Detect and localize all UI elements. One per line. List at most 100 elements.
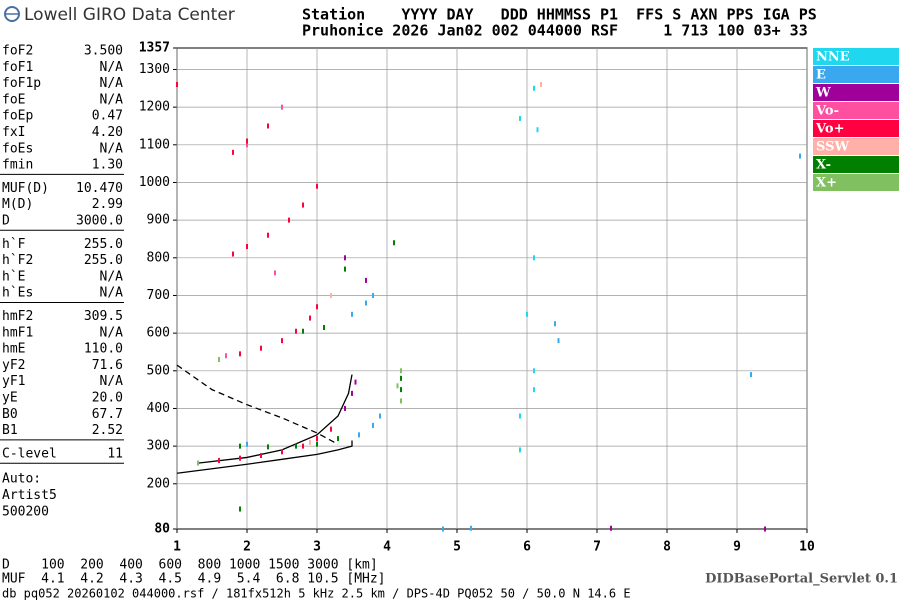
param-name: foEp — [2, 109, 33, 124]
param-value: N/A — [100, 286, 124, 301]
echo-point — [400, 375, 402, 381]
y-tick-label: 1357 — [139, 41, 170, 56]
echo-point — [330, 292, 332, 298]
param-name: MUF(D) — [2, 181, 49, 196]
legend-swatch — [813, 138, 899, 155]
echo-point — [358, 432, 360, 438]
param-name: hmF1 — [2, 325, 33, 340]
echo-point — [218, 357, 220, 363]
echo-point — [309, 315, 311, 321]
x-tick-label: 9 — [733, 540, 741, 555]
echo-point — [764, 526, 766, 532]
param-value: N/A — [100, 92, 124, 107]
param-name: hmF2 — [2, 309, 33, 324]
echo-point — [232, 251, 234, 257]
echo-point — [344, 405, 346, 411]
echo-point — [396, 383, 399, 389]
echo-point — [365, 300, 367, 306]
y-tick-label: 1300 — [139, 62, 170, 77]
param-value: 255.0 — [84, 253, 123, 268]
param-name: yE — [2, 391, 18, 406]
param-value: 71.6 — [92, 358, 123, 373]
legend-swatch — [813, 174, 899, 191]
param-name: fmin — [2, 158, 33, 173]
param-name: h`F2 — [2, 253, 33, 268]
param-value: 11 — [107, 446, 123, 461]
param-name: C-level — [2, 446, 57, 461]
echo-point — [519, 115, 521, 121]
y-tick-label: 500 — [147, 363, 170, 378]
echo-point — [197, 460, 199, 466]
param-value: N/A — [100, 141, 124, 156]
param-name: foF2 — [2, 44, 33, 59]
echo-point — [267, 232, 269, 238]
echo-point — [533, 255, 535, 261]
echo-point — [526, 311, 528, 317]
echo-point — [533, 387, 535, 393]
echo-point — [750, 372, 752, 378]
legend-label: Vo- — [815, 104, 839, 119]
param-name: h`E — [2, 269, 25, 284]
echo-point — [799, 153, 801, 159]
echo-point — [610, 525, 612, 531]
echo-point — [260, 345, 262, 351]
echo-point — [344, 255, 346, 261]
param-name: foF1p — [2, 76, 41, 91]
profile-curve — [197, 374, 353, 464]
echo-point — [540, 82, 542, 88]
legend-label: SSW — [816, 140, 849, 155]
echo-point — [281, 104, 283, 110]
x-tick-label: 6 — [523, 540, 531, 555]
logo — [4, 6, 20, 22]
param-name: B1 — [2, 423, 18, 438]
echo-point — [246, 138, 248, 144]
echo-point — [557, 338, 560, 344]
echo-point — [302, 443, 304, 449]
echo-point — [274, 270, 276, 276]
param-value: 255.0 — [84, 237, 123, 252]
echo-point — [232, 149, 234, 155]
y-tick-label: 1100 — [139, 137, 170, 152]
echo-point — [330, 426, 332, 432]
muf-row: MUF 4.1 4.2 4.3 4.5 4.9 5.4 6.8 10.5 [MH… — [2, 572, 386, 587]
echo-point — [302, 202, 304, 208]
param-name: h`Es — [2, 286, 33, 301]
echo-point — [316, 183, 318, 189]
header-line: Pruhonice 2026 Jan02 002 044000 RSF 1 71… — [302, 22, 808, 40]
auto-text: Artist5 — [2, 488, 57, 503]
param-value: 4.20 — [92, 125, 123, 140]
echo-point — [533, 85, 535, 91]
x-tick-label: 5 — [453, 540, 461, 555]
echo-point — [295, 328, 297, 334]
echo-point — [246, 142, 248, 148]
x-tick-label: 8 — [663, 540, 671, 555]
y-tick-label: 200 — [147, 476, 170, 491]
echo-point — [267, 444, 269, 450]
param-value: N/A — [100, 325, 124, 340]
y-tick-label: 1200 — [139, 100, 170, 115]
echo-point — [400, 398, 402, 404]
auto-text: Auto: — [2, 472, 41, 487]
y-tick-label: 800 — [147, 250, 170, 265]
echo-point — [218, 457, 220, 463]
echo-point — [533, 368, 535, 374]
echo-point — [225, 353, 227, 359]
param-name: D — [2, 214, 10, 229]
legend-label: E — [816, 68, 826, 83]
echo-point — [372, 422, 374, 428]
echo-point — [323, 324, 325, 330]
echo-point — [351, 311, 353, 317]
echo-point — [393, 240, 395, 246]
param-name: foEs — [2, 141, 33, 156]
echo-point — [554, 321, 556, 327]
echo-point — [379, 413, 381, 419]
param-value: 110.0 — [84, 342, 123, 357]
file-info: db pq052 20260102 044000.rsf / 181fx512h… — [2, 587, 631, 601]
d-row: D 100 200 400 600 800 1000 1500 3000 [km… — [2, 558, 378, 573]
profile-curve — [176, 364, 339, 445]
echo-point — [281, 449, 283, 455]
echo-point — [400, 368, 402, 374]
param-value: 10.470 — [76, 181, 123, 196]
echo-point — [470, 525, 472, 531]
